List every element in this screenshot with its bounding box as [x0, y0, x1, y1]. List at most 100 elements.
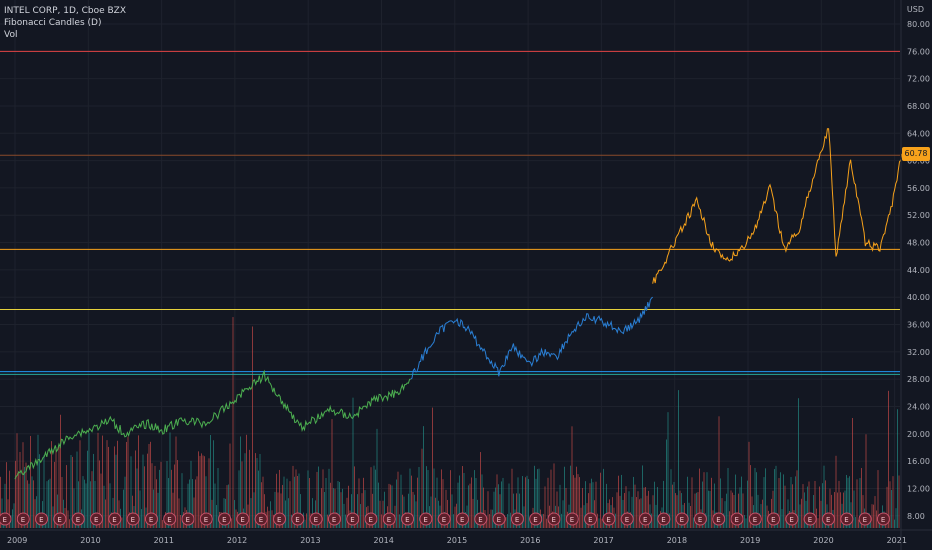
volume-bar — [702, 481, 703, 528]
earnings-marker[interactable] — [327, 512, 341, 526]
earnings-marker[interactable] — [584, 512, 598, 526]
earnings-marker[interactable] — [876, 512, 890, 526]
volume-bar — [46, 481, 48, 528]
volume-bar — [4, 483, 6, 528]
earnings-marker[interactable] — [529, 512, 543, 526]
earnings-marker[interactable] — [35, 512, 49, 526]
earnings-marker[interactable] — [181, 512, 195, 526]
volume-bar — [403, 496, 405, 528]
earnings-marker[interactable] — [602, 512, 616, 526]
volume-bar — [592, 482, 594, 528]
earnings-marker[interactable] — [199, 512, 213, 526]
earnings-marker[interactable] — [254, 512, 268, 526]
earnings-marker[interactable] — [785, 512, 799, 526]
earnings-marker[interactable] — [547, 512, 561, 526]
volume-bar — [391, 485, 393, 528]
earnings-marker[interactable] — [108, 512, 122, 526]
volume-bar — [820, 500, 822, 528]
volume-bar — [474, 470, 475, 528]
volume-bar — [58, 446, 60, 528]
volume-bar — [396, 479, 397, 528]
chart-legend: INTEL CORP, 1D, Cboe BZX Fibonacci Candl… — [4, 5, 126, 41]
volume-bar — [838, 480, 840, 528]
y-tick-label: 76.00 — [907, 47, 930, 56]
volume-bar — [747, 480, 748, 528]
earnings-marker[interactable] — [822, 512, 835, 526]
y-tick-label: 48.00 — [907, 239, 930, 248]
volume-bar — [730, 490, 732, 528]
volume-bar — [72, 456, 73, 528]
symbol-title[interactable]: INTEL CORP, 1D, Cboe BZX — [4, 6, 127, 16]
y-tick-label: 64.00 — [907, 129, 930, 138]
earnings-marker[interactable] — [456, 512, 469, 526]
earnings-marker[interactable] — [419, 512, 433, 526]
earnings-marker[interactable] — [675, 512, 689, 526]
earnings-marker[interactable] — [309, 512, 323, 526]
earnings-marker[interactable] — [144, 512, 158, 526]
volume-bar — [105, 499, 106, 528]
earnings-marker[interactable] — [748, 512, 762, 526]
earnings-marker[interactable] — [218, 512, 232, 526]
earnings-marker[interactable] — [620, 512, 634, 526]
volume-bar — [786, 519, 787, 528]
volume-bar — [606, 483, 607, 528]
earnings-marker[interactable] — [474, 512, 488, 526]
earnings-marker[interactable] — [639, 512, 652, 526]
earnings-marker[interactable] — [657, 512, 671, 526]
earnings-marker[interactable] — [437, 512, 451, 526]
earnings-marker[interactable] — [401, 512, 415, 526]
earnings-marker[interactable] — [693, 512, 707, 526]
volume-bar — [408, 493, 409, 528]
earnings-marker[interactable] — [273, 512, 286, 526]
volume-bar — [19, 451, 21, 528]
earnings-marker[interactable] — [565, 512, 579, 526]
volume-bar — [714, 483, 715, 528]
earnings-marker[interactable] — [163, 512, 177, 526]
volume-bar — [694, 493, 696, 528]
volume-bar — [415, 501, 417, 528]
volume-bar — [654, 481, 655, 528]
earnings-marker[interactable] — [16, 512, 30, 526]
volume-bar — [775, 465, 777, 528]
earnings-marker[interactable] — [71, 512, 85, 526]
earnings-marker[interactable] — [840, 512, 854, 526]
volume-bar — [202, 455, 204, 528]
earnings-marker[interactable] — [767, 512, 781, 526]
volume-bar — [181, 473, 183, 528]
earnings-marker-glyph: E — [863, 516, 867, 524]
volume-bar — [249, 449, 250, 528]
volume-bar — [462, 466, 463, 528]
earnings-marker[interactable] — [510, 512, 524, 526]
earnings-marker[interactable] — [712, 512, 726, 526]
earnings-marker[interactable] — [382, 512, 396, 526]
volume-bar — [36, 496, 37, 528]
volume-bar — [135, 450, 136, 528]
earnings-marker[interactable] — [492, 512, 506, 526]
indicator-label[interactable]: Fibonacci Candles (D) — [4, 18, 102, 28]
earnings-marker[interactable] — [236, 512, 250, 526]
volume-bar — [679, 490, 681, 528]
earnings-marker-glyph: E — [789, 516, 793, 524]
earnings-marker[interactable] — [346, 512, 360, 526]
earnings-marker[interactable] — [803, 512, 817, 526]
volume-bar — [673, 481, 675, 528]
earnings-marker[interactable] — [90, 512, 103, 526]
earnings-marker[interactable] — [364, 512, 378, 526]
earnings-marker[interactable] — [126, 512, 140, 526]
volume-bar — [189, 479, 190, 528]
volume-bar — [201, 453, 202, 528]
y-tick-label: 52.00 — [907, 211, 930, 220]
earnings-marker[interactable] — [858, 512, 872, 526]
volume-bar — [814, 480, 816, 528]
volume-label[interactable]: Vol — [4, 30, 18, 40]
volume-bar — [787, 499, 789, 528]
volume-bar — [517, 477, 519, 528]
earnings-marker[interactable] — [730, 512, 744, 526]
x-tick-label: 2009 — [7, 536, 27, 545]
earnings-marker[interactable] — [0, 512, 12, 526]
earnings-marker[interactable] — [53, 512, 67, 526]
volume-bar — [496, 474, 498, 528]
earnings-marker[interactable] — [291, 512, 305, 526]
volume-bar — [343, 503, 345, 528]
